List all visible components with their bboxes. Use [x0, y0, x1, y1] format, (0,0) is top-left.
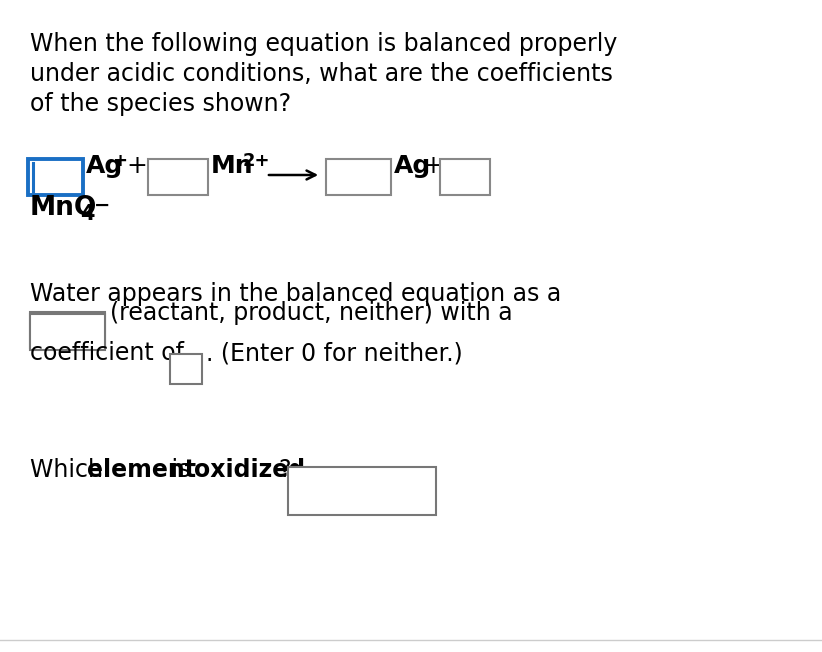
Text: +: + [422, 154, 443, 178]
Text: ?: ? [278, 458, 290, 482]
Text: oxidized: oxidized [194, 458, 305, 482]
Text: Ag: Ag [86, 154, 123, 178]
Bar [30, 314, 105, 350]
Bar [326, 159, 391, 195]
Text: 4: 4 [80, 204, 95, 224]
Bar [288, 467, 436, 515]
Bar [28, 159, 83, 195]
Bar [30, 312, 105, 348]
Text: When the following equation is balanced properly: When the following equation is balanced … [30, 32, 617, 56]
Text: 2+: 2+ [243, 152, 270, 170]
Text: of the species shown?: of the species shown? [30, 92, 291, 116]
Bar [440, 159, 490, 195]
Text: element: element [87, 458, 196, 482]
Text: Which: Which [30, 458, 110, 482]
Text: −: − [94, 196, 110, 215]
Bar [148, 159, 208, 195]
Text: under acidic conditions, what are the coefficients: under acidic conditions, what are the co… [30, 62, 613, 86]
Text: . (Enter 0 for neither.): . (Enter 0 for neither.) [206, 341, 463, 365]
Text: (reactant, product, neither) with a: (reactant, product, neither) with a [110, 301, 513, 325]
Text: +: + [112, 152, 127, 170]
Text: Ag: Ag [394, 154, 432, 178]
Text: coefficient of: coefficient of [30, 341, 184, 365]
Text: Mn: Mn [211, 154, 254, 178]
Text: is: is [164, 458, 198, 482]
Text: +: + [126, 154, 147, 178]
Bar [170, 354, 202, 384]
Text: MnO: MnO [30, 195, 97, 221]
Text: Water appears in the balanced equation as a: Water appears in the balanced equation a… [30, 282, 561, 306]
